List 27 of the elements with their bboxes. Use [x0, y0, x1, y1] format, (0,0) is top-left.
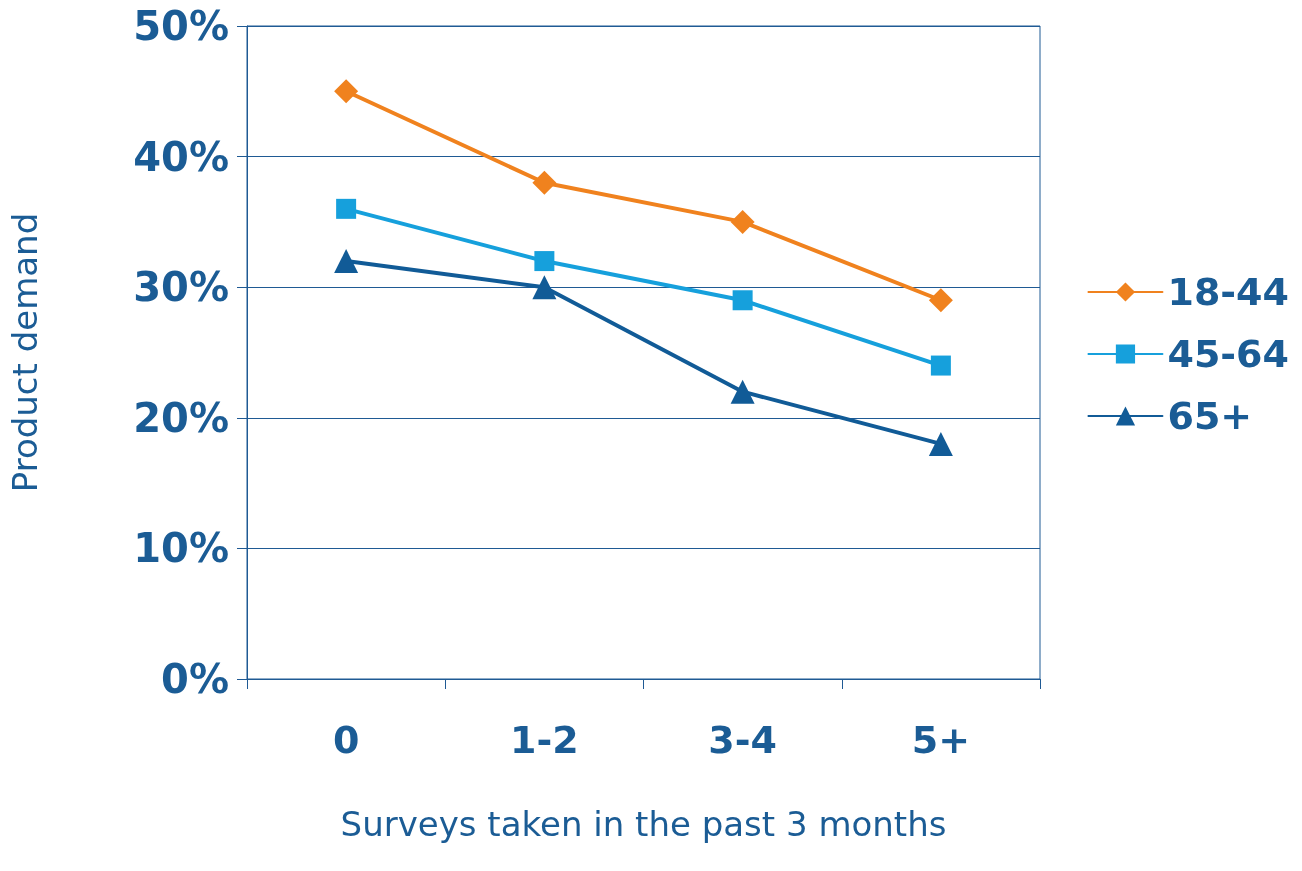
x-axis-title: Surveys taken in the past 3 months [340, 804, 947, 844]
legend-label: 65+ [1167, 394, 1253, 438]
y-tick-label: 20% [133, 394, 229, 441]
y-tick-label: 0% [161, 656, 229, 702]
y-tick-label: 40% [133, 133, 229, 180]
point [334, 79, 359, 104]
point [730, 209, 755, 234]
point [336, 198, 357, 219]
x-tick-label: 3-4 [708, 718, 777, 762]
y-tick-label: 50% [133, 3, 229, 49]
point [730, 379, 755, 404]
legend-label: 45-64 [1167, 332, 1290, 376]
y-tick-label: 30% [133, 264, 229, 311]
point [928, 288, 953, 313]
point [334, 249, 359, 274]
point [928, 431, 953, 456]
y-tick-label: 10% [133, 525, 229, 572]
point [534, 251, 555, 272]
x-tick-label: 1-2 [510, 718, 579, 762]
y-axis-title: Product demand [5, 212, 45, 493]
point [930, 355, 951, 376]
x-tick-label: 0 [332, 718, 360, 762]
point [532, 275, 557, 300]
point [732, 290, 753, 311]
legend-label: 18-44 [1167, 270, 1290, 314]
x-tick-label: 5+ [911, 718, 971, 762]
point [532, 170, 557, 195]
